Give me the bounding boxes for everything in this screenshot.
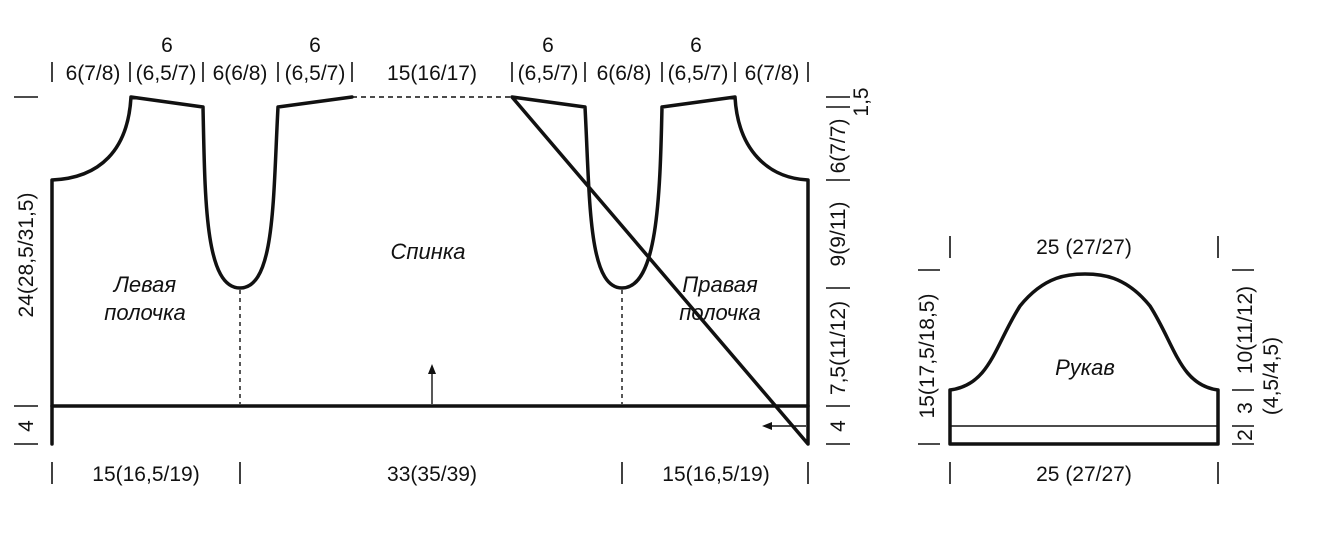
sleeve-ticks [918, 236, 1254, 484]
sleeve-side-segment: 3 [1234, 402, 1257, 414]
sleeve-bottom-width: 25 (27/27) [1036, 463, 1132, 486]
right-front-label-line1: Правая [682, 272, 758, 297]
sleeve-label: Рукав [1055, 355, 1115, 380]
top-seg-7: 6(6/8) [597, 62, 652, 85]
top-seg-2: (6,5/7) [136, 62, 197, 85]
body-outline [50, 95, 810, 446]
sleeve-left-height: 15(17,5/18,5) [916, 294, 939, 419]
sleeve-cuff-segment: 2 [1234, 429, 1257, 441]
bottom-right-width: 15(16,5/19) [662, 463, 769, 486]
top-seg-4: (6,5/7) [285, 62, 346, 85]
right-band-height: 4 [827, 420, 850, 432]
top-seg-6: (6,5/7) [518, 62, 579, 85]
left-band-height: 4 [15, 420, 38, 432]
bottom-left-width: 15(16,5/19) [92, 463, 199, 486]
top-seg-5: 15(16/17) [387, 62, 477, 85]
left-front-label-line1: Левая [112, 272, 177, 297]
top-seg-9: 6(7/8) [745, 62, 800, 85]
bottom-ticks [51, 462, 809, 484]
right-side-ticks [826, 96, 850, 445]
top-seg-8: (6,5/7) [668, 62, 729, 85]
knit-direction-left-arrow [762, 422, 806, 430]
right-lower-height: 7,5(11/12) [827, 301, 850, 395]
top-segment-ticks [51, 62, 809, 82]
sleeve-outline [948, 272, 1220, 446]
right-front-label-line2: полочка [679, 300, 761, 325]
left-neck-width-label: 6 [161, 34, 173, 57]
left-front-label-line2: полочка [104, 300, 186, 325]
right-shoulder-slope: 1,5 [850, 87, 873, 116]
sleeve-cap-height: 10(11/12) [1234, 286, 1257, 374]
right-neck-width-label: 6 [542, 34, 554, 57]
left-body-height: 24(28,5/31,5) [15, 193, 38, 318]
bottom-center-width: 33(35/39) [387, 463, 477, 486]
right-armhole-top: 6(7/7) [827, 119, 850, 174]
sleeve-side-alt: (4,5/4,5) [1260, 337, 1283, 415]
top-seg-3: 6(6/8) [213, 62, 268, 85]
top-seg-1: 6(7/8) [66, 62, 121, 85]
right-armhole-mid: 9(9/11) [827, 202, 850, 267]
left-shoulder-width-label: 6 [309, 34, 321, 57]
right-shoulder-width-label: 6 [690, 34, 702, 57]
left-side-ticks [14, 96, 38, 445]
sleeve-top-width: 25 (27/27) [1036, 236, 1132, 259]
back-label: Спинка [391, 239, 466, 264]
knit-direction-up-arrow [428, 364, 436, 404]
